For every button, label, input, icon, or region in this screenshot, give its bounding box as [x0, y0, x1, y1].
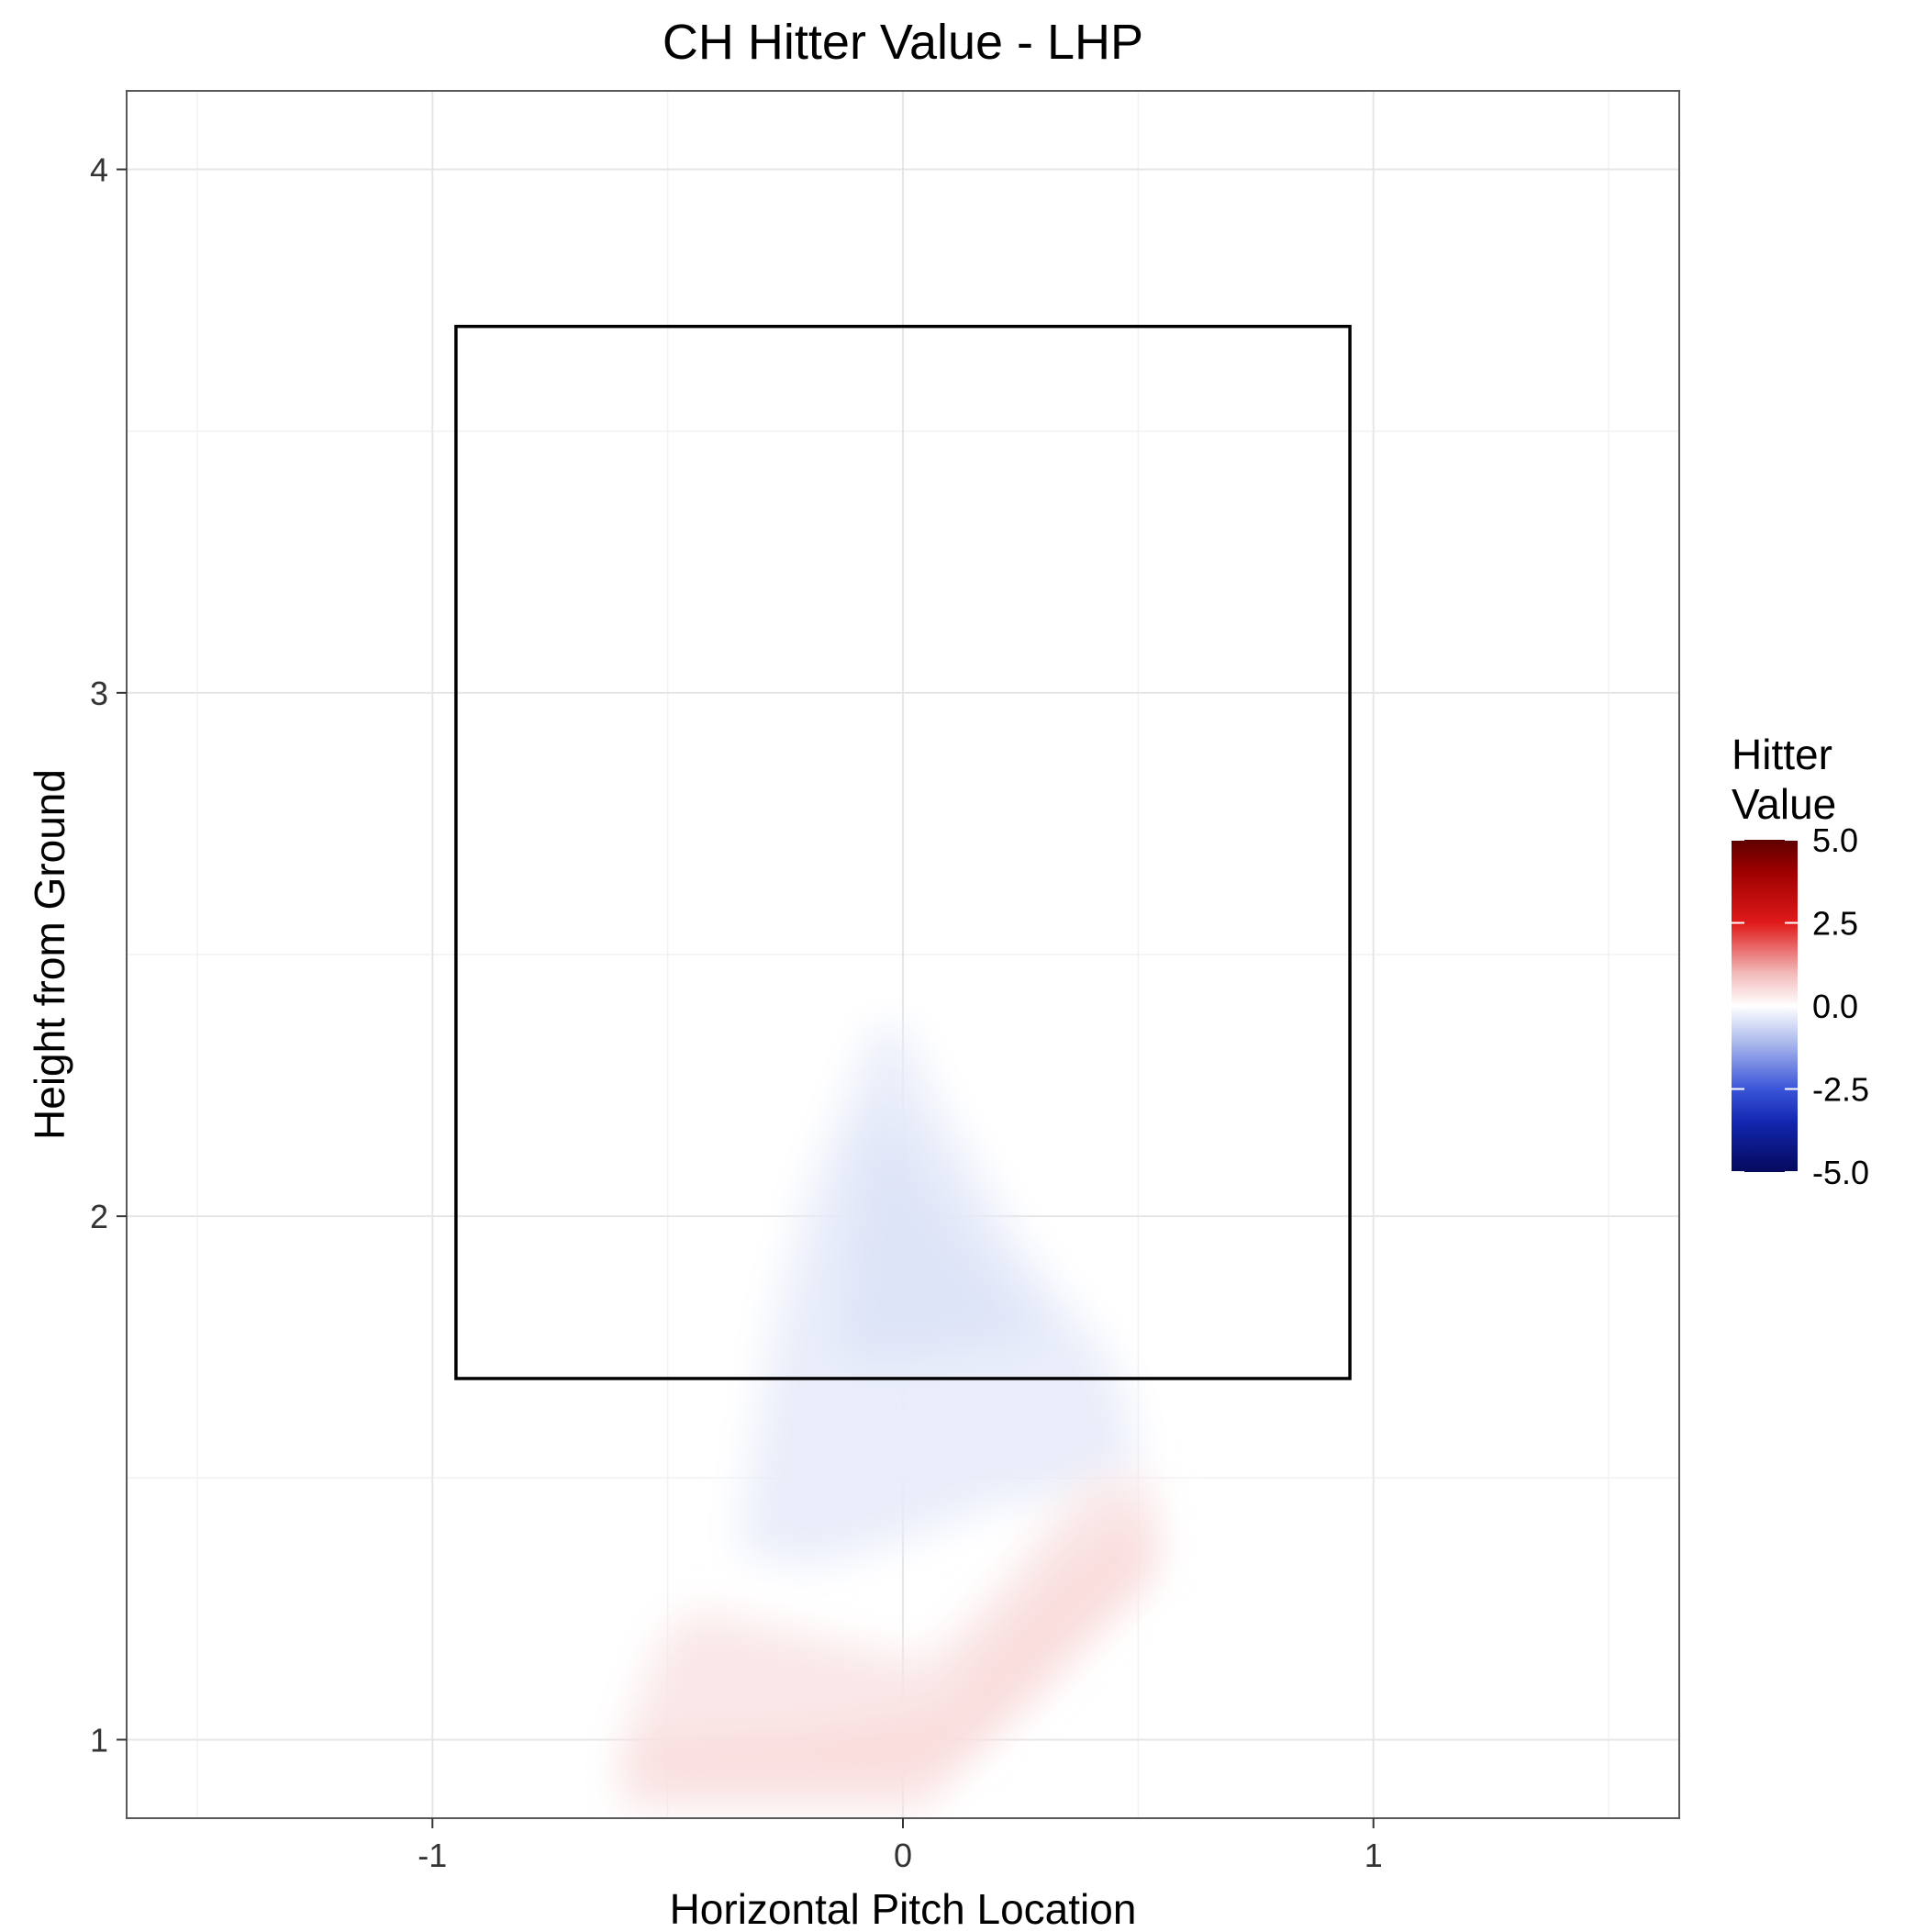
y-tick-label: 1	[90, 1721, 108, 1759]
legend-break-label: 2.5	[1812, 905, 1858, 943]
y-axis-label: Height from Ground	[26, 769, 73, 1140]
legend: Hitter Value 5.0 2.5 0.0 -2.5 -5.0	[1732, 731, 1869, 1191]
legend-title-line-1: Hitter	[1732, 731, 1832, 778]
legend-break-label: 0.0	[1812, 988, 1858, 1025]
heatmap-region	[837, 1106, 1044, 1363]
legend-title-line-2: Value	[1732, 780, 1836, 828]
legend-break-label: 5.0	[1812, 821, 1858, 859]
legend-break-label: -5.0	[1812, 1154, 1869, 1191]
chart-title: CH Hitter Value - LHP	[663, 15, 1143, 70]
y-tick-label: 4	[90, 151, 108, 189]
x-tick-label: -1	[418, 1837, 447, 1874]
x-tick-label: 0	[894, 1837, 912, 1874]
y-tick-label: 2	[90, 1198, 108, 1235]
strike-zone	[454, 324, 1352, 1380]
x-axis: -1 0 1	[418, 1818, 1383, 1874]
heatmap-region	[639, 1519, 1148, 1782]
x-tick-label: 1	[1364, 1837, 1383, 1874]
y-tick-label: 3	[90, 675, 108, 712]
legend-breaks: 5.0 2.5 0.0 -2.5 -5.0	[1732, 821, 1869, 1191]
x-axis-label: Horizontal Pitch Location	[670, 1885, 1137, 1927]
hitter-value-heatmap	[620, 1027, 1153, 1808]
heatmap-region	[620, 1478, 1153, 1808]
legend-break-label: -2.5	[1812, 1071, 1869, 1109]
y-axis: 1 2 3 4	[90, 151, 127, 1759]
